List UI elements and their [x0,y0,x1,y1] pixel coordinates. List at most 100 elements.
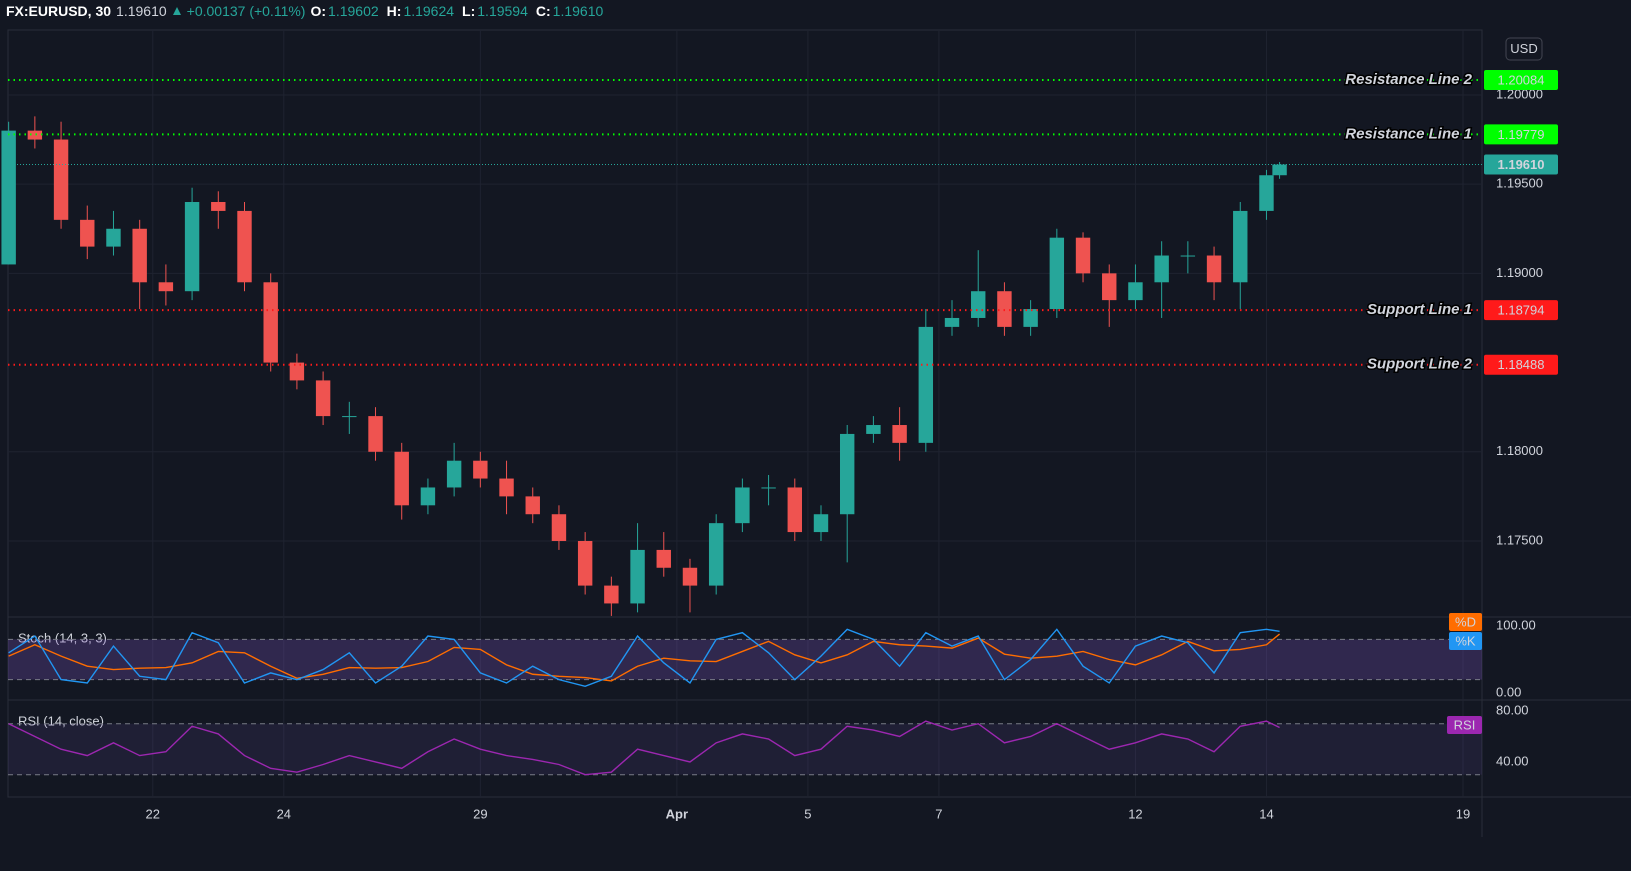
candle-body [630,549,645,604]
level-badge [1484,124,1558,145]
candle-body [158,282,174,292]
candle-body [1272,164,1287,176]
level-badge [1484,354,1558,375]
candle-body [971,291,986,318]
candle-body [132,228,147,283]
level-name: Resistance Line 2 [1345,71,1472,88]
candle-body [944,317,960,327]
legend-badge [1449,632,1482,650]
candle-body [237,210,252,283]
candle-body [525,496,540,515]
legend-badge [1449,613,1482,631]
level-value: 1.19779 [1498,127,1545,142]
candle-body [420,487,436,506]
ohlc-value: 1.19594 [477,3,528,19]
candle-body [1023,309,1038,327]
candle-body [473,460,488,479]
candle-body [813,514,829,533]
candle-body [682,567,698,586]
candle-body [211,201,226,211]
indicator-line [8,633,1281,682]
indicator-line [8,628,1280,688]
y-tick-label: 1.20000 [1496,86,1543,101]
ohlc-label: O: [310,3,327,19]
currency: USD [1510,41,1537,56]
candle-body [1180,255,1196,257]
legend-label: %D [1455,614,1476,629]
y-tick-label: 1.19000 [1496,265,1543,280]
candle-body [839,433,855,515]
legend-label: RSI [1454,717,1476,732]
candle-body [446,460,462,488]
currency-box[interactable] [1505,37,1543,61]
header: FX:EURUSD, 30 1.19610 +0.00137 (+0.11%) … [6,3,609,19]
candle-body [289,362,305,381]
ohlc-label: H: [386,3,402,19]
level-name: Support Line 2 [1367,356,1473,373]
candle-body [106,228,121,247]
candle-body [184,201,200,292]
band-fill [8,723,1482,775]
ohlc-value: 1.19602 [328,3,379,19]
change: +0.00137 (+0.11%) [186,3,306,19]
x-tick-label: Apr [666,806,688,821]
candle-body [918,326,934,443]
candle-body [53,139,69,220]
level-name: Resistance Line 1 [1345,125,1472,142]
x-tick-label: 24 [277,806,291,821]
indicator-line [8,720,1280,776]
x-tick-label: 29 [473,806,487,821]
y-tick-label: 0.00 [1496,684,1521,699]
last-price: 1.19610 [116,3,167,19]
level-name: Support Line 1 [1367,301,1472,318]
candle-body [708,523,724,586]
y-tick-label: 100.00 [1496,617,1536,632]
legend-label: %K [1455,633,1476,648]
level-badge [1484,300,1558,321]
y-tick-label: 1.19500 [1496,176,1543,191]
candle-body [1206,255,1222,283]
candle-body [577,540,593,586]
candle-body [1049,237,1065,310]
ohlc: O: 1.19602 H: 1.19624 L: 1.19594 C: 1.19610 [310,3,609,19]
x-tick-label: 19 [1456,806,1470,821]
up-arrow [172,7,181,15]
symbol: FX:EURUSD, 30 [6,3,112,19]
candle-body [735,487,750,524]
legend-badge [1447,716,1482,734]
ohlc-label: C: [535,3,551,19]
y-tick-label: 80.00 [1496,702,1529,717]
candle-body [315,380,331,417]
candle-body [1075,237,1091,274]
candle-body [1128,282,1143,301]
candle-body [499,478,514,497]
plot-frame [7,29,1483,798]
candle-body [263,282,278,363]
candle-body [604,585,619,604]
ohlc-label: L: [462,3,476,19]
band-fill [8,639,1482,680]
level-value: 1.18794 [1498,303,1545,318]
candle-body [342,416,357,418]
y-tick-label: 1.17500 [1496,532,1543,547]
candle-body [1154,255,1169,283]
candle-body [27,130,43,140]
candle-body [761,487,776,489]
y-tick-label: 40.00 [1496,753,1529,768]
x-tick-label: 22 [146,806,160,821]
ohlc-value: 1.19624 [403,3,455,19]
x-tick-label: 12 [1128,806,1142,821]
candle-body [892,425,907,443]
x-tick-label: 7 [935,806,942,821]
x-tick-label: 5 [804,806,811,821]
candle-body [997,291,1012,327]
candle-body [656,549,671,568]
candle-body [1102,273,1117,301]
level-value: 1.20084 [1498,72,1545,87]
candle-body [368,416,383,452]
level-badge [1484,69,1558,90]
candle-body [1,130,16,265]
candle-body [1233,210,1248,283]
